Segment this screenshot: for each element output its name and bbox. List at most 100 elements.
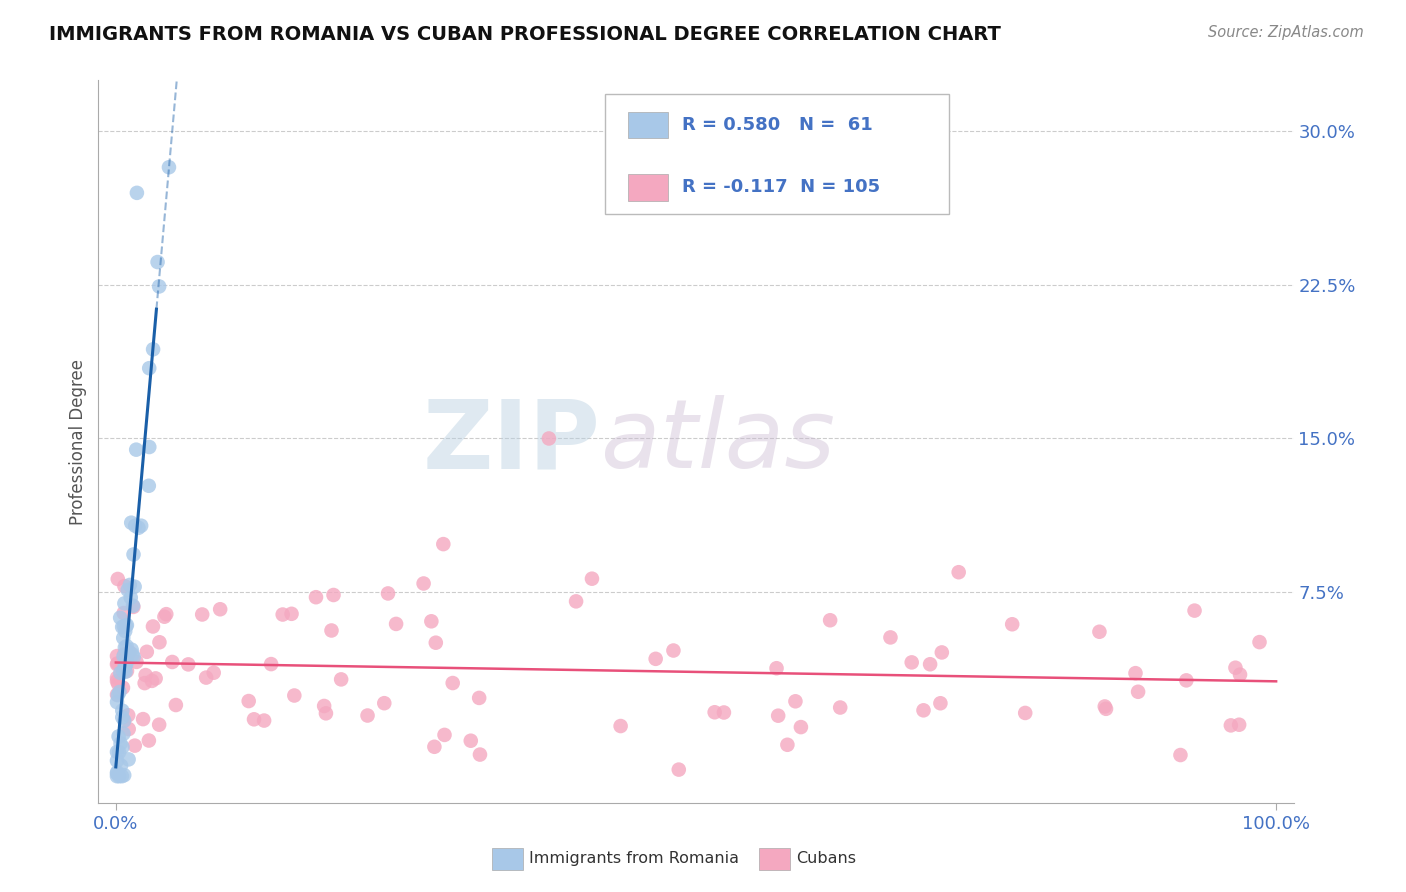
Text: Cubans: Cubans (796, 851, 856, 865)
Point (879, 631, 901, 645)
Point (565, 594, 588, 608)
Point (129, 518, 152, 533)
Point (105, 695, 128, 709)
Point (900, 656, 922, 670)
Point (114, 640, 136, 655)
Point (790, 720, 813, 734)
Point (112, 596, 135, 610)
Point (125, 442, 148, 457)
Point (134, 676, 156, 690)
Point (114, 659, 136, 673)
Point (581, 572, 603, 586)
Text: IMMIGRANTS FROM ROMANIA VS CUBAN PROFESSIONAL DEGREE CORRELATION CHART: IMMIGRANTS FROM ROMANIA VS CUBAN PROFESS… (49, 25, 1001, 44)
Point (321, 624, 343, 638)
Point (112, 714, 135, 728)
Point (112, 648, 135, 662)
Point (931, 645, 953, 659)
Point (105, 765, 128, 780)
Point (142, 343, 165, 357)
Point (117, 752, 139, 766)
Text: atlas: atlas (600, 395, 835, 488)
Point (118, 578, 141, 592)
Point (115, 657, 138, 672)
Point (105, 671, 128, 685)
Point (644, 652, 666, 666)
Point (122, 599, 145, 613)
Point (114, 657, 136, 672)
Point (1175, 673, 1198, 688)
Point (121, 642, 143, 657)
Point (120, 591, 142, 605)
Point (1225, 661, 1247, 675)
Point (460, 733, 482, 747)
Point (238, 694, 260, 708)
Point (132, 712, 155, 726)
Point (112, 631, 135, 645)
Point (107, 730, 129, 744)
Point (1184, 604, 1206, 618)
Point (1014, 706, 1036, 720)
Point (111, 620, 134, 634)
Point (105, 649, 128, 664)
Point (765, 661, 787, 675)
Point (280, 607, 302, 621)
Point (703, 705, 725, 719)
Point (112, 726, 135, 740)
Point (110, 758, 132, 772)
Point (785, 694, 807, 708)
Point (776, 738, 799, 752)
Point (107, 572, 129, 586)
Point (920, 657, 942, 672)
Point (433, 728, 456, 742)
Point (1094, 699, 1116, 714)
Point (135, 668, 157, 682)
Point (112, 649, 135, 664)
Point (105, 674, 128, 689)
Point (148, 279, 170, 293)
Point (157, 160, 180, 174)
Point (120, 516, 142, 530)
Point (115, 648, 138, 662)
Point (1219, 718, 1241, 732)
Point (260, 657, 283, 671)
Point (115, 651, 138, 665)
Point (202, 665, 225, 680)
Point (125, 186, 148, 200)
Point (107, 677, 129, 691)
Point (195, 671, 218, 685)
Point (1088, 624, 1111, 639)
Point (105, 657, 128, 672)
Point (105, 766, 128, 780)
Point (1095, 702, 1118, 716)
Point (830, 700, 852, 714)
Point (412, 576, 434, 591)
Point (315, 706, 337, 721)
Text: ZIP: ZIP (422, 395, 600, 488)
Point (818, 613, 841, 627)
Point (373, 696, 395, 710)
Point (441, 676, 464, 690)
Point (114, 624, 136, 638)
Point (108, 745, 131, 759)
Point (912, 703, 935, 717)
Point (283, 689, 305, 703)
Point (142, 619, 165, 633)
Point (128, 521, 150, 535)
Point (115, 664, 138, 678)
Point (1001, 617, 1024, 632)
Point (330, 673, 353, 687)
Point (253, 714, 276, 728)
Point (468, 747, 491, 762)
Point (305, 591, 328, 605)
Text: Immigrants from Romania: Immigrants from Romania (529, 851, 738, 865)
Point (124, 518, 146, 533)
Point (138, 479, 160, 493)
Point (111, 740, 134, 755)
Point (148, 717, 170, 731)
Point (112, 768, 135, 782)
Point (108, 611, 131, 625)
Point (121, 648, 143, 662)
Point (135, 645, 157, 659)
Point (124, 580, 146, 594)
Point (423, 739, 446, 754)
